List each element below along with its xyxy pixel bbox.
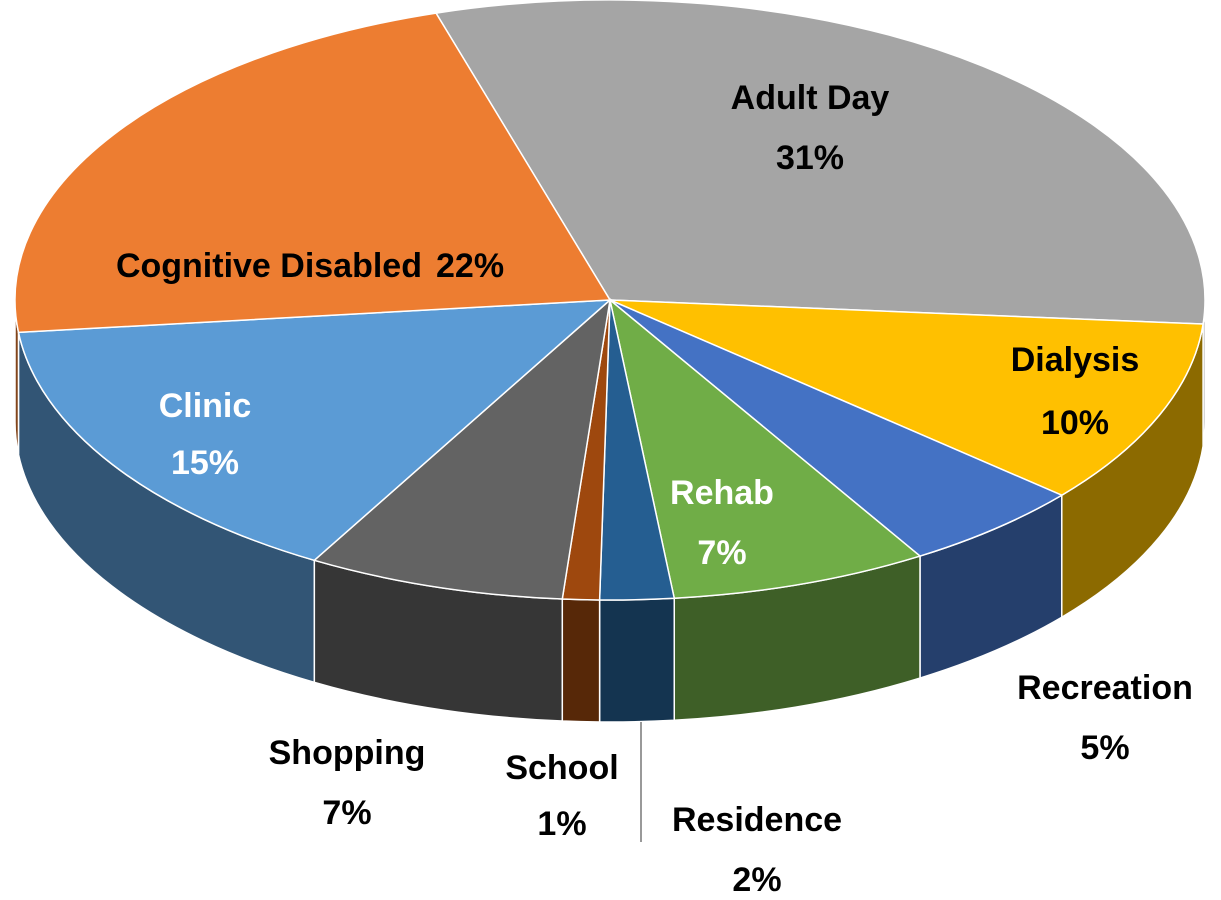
pie-tops	[14, 0, 1206, 601]
value-label: 7%	[322, 794, 371, 832]
category-label: Dialysis	[1011, 341, 1140, 379]
pie-slice	[434, 0, 1206, 325]
pie-slice	[609, 299, 1204, 497]
value-label: 1%	[537, 805, 586, 843]
pie-slice	[312, 298, 612, 600]
category-label: Recreation	[1017, 669, 1193, 707]
category-label: Shopping	[269, 734, 426, 772]
category-label: Residence	[672, 801, 842, 839]
value-label: 15%	[171, 444, 239, 482]
value-label: 10%	[1041, 404, 1109, 442]
slice-label: Cognitive Disabled 22%	[116, 247, 504, 285]
pie-sides	[14, 299, 1206, 723]
value-label: 31%	[776, 139, 844, 177]
category-label: School	[505, 749, 618, 787]
value-label: 7%	[697, 534, 746, 572]
pie-side	[598, 597, 676, 723]
labels: Adult Day 31% Dialysis 10% Recreation 5% Rehab…	[116, 79, 1193, 899]
pie-slice	[14, 12, 612, 334]
category-label: Adult Day	[731, 79, 890, 117]
pie-side	[561, 598, 601, 723]
value-label: 2%	[732, 861, 781, 899]
category-label: Rehab	[670, 474, 774, 512]
value-label: 22%	[436, 247, 504, 285]
category-label: Clinic	[159, 387, 252, 425]
pie-slice	[609, 299, 1064, 557]
category-label: Cognitive Disabled	[116, 247, 422, 285]
pie-slice	[608, 298, 922, 600]
pie-slice	[17, 299, 613, 562]
value-label: 5%	[1080, 729, 1129, 767]
